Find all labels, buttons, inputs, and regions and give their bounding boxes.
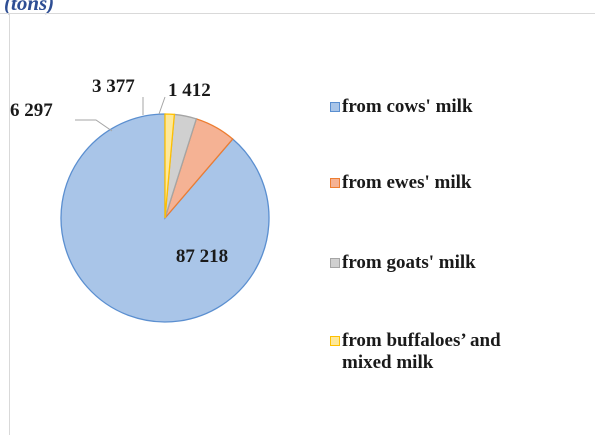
legend-swatch-buffaloes bbox=[330, 336, 340, 346]
legend-label-goats: from goats' milk bbox=[342, 252, 476, 273]
legend-item-goats: from goats' milk bbox=[330, 252, 552, 274]
chart-title-fragment: (tons) bbox=[4, 0, 55, 15]
data-label-goats: 3 377 bbox=[92, 76, 135, 97]
legend-label-ewes: from ewes' milk bbox=[342, 172, 472, 193]
legend-swatch-goats bbox=[330, 258, 340, 268]
legend-swatch-cows bbox=[330, 102, 340, 112]
legend-label-cows: from cows' milk bbox=[342, 96, 473, 117]
legend-item-ewes: from ewes' milk bbox=[330, 172, 552, 194]
data-label-buffaloes: 1 412 bbox=[168, 80, 211, 101]
leader-line-ewes bbox=[75, 119, 113, 132]
data-label-ewes: 6 297 bbox=[10, 100, 53, 121]
chart-frame-top-border bbox=[0, 13, 595, 14]
data-label-cows: 87 218 bbox=[176, 246, 228, 267]
legend-label-buffaloes: from buffaloes’ and mixed milk bbox=[342, 330, 501, 373]
legend-item-buffaloes: from buffaloes’ and mixed milk bbox=[330, 330, 552, 374]
pie-slice-buffaloes bbox=[164, 113, 176, 219]
chart-frame-left-border bbox=[9, 13, 10, 435]
legend-item-cows: from cows' milk bbox=[330, 96, 552, 118]
legend-swatch-ewes bbox=[330, 178, 340, 188]
leader-line-buffaloes bbox=[158, 96, 166, 115]
